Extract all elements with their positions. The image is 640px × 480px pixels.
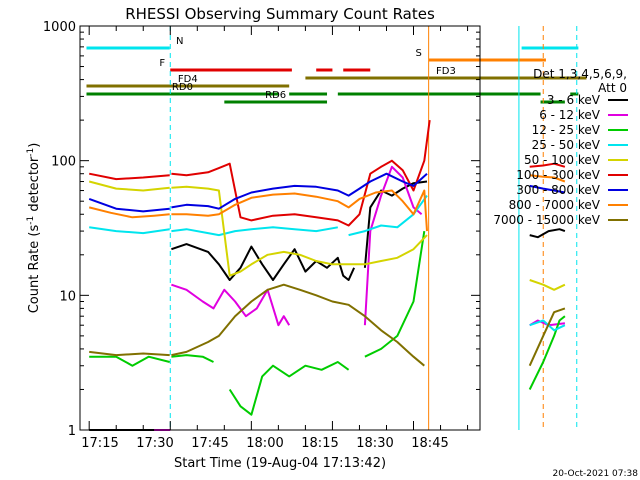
series-line-0 xyxy=(171,243,356,281)
series-line-2 xyxy=(364,230,426,358)
y-tick-label: 10 xyxy=(59,289,76,304)
series-line-5 xyxy=(89,172,170,181)
x-axis-label: Start Time (19-Aug-04 17:13:42) xyxy=(174,456,386,471)
y-tick-label: 1000 xyxy=(43,20,76,35)
y-tick-label: 100 xyxy=(51,155,76,170)
x-tick-label: 17:30 xyxy=(136,436,173,451)
series-line-3 xyxy=(348,195,428,237)
legend-label: 50 - 100 keV xyxy=(524,153,601,167)
y-label-sup1: -1 xyxy=(26,216,36,225)
series-group xyxy=(88,119,566,431)
flag-label: F xyxy=(159,58,165,69)
series-line-4 xyxy=(171,185,428,277)
series-line-7 xyxy=(88,206,170,219)
flag-label: FD4 xyxy=(178,74,198,85)
series-line-4 xyxy=(88,180,170,192)
series-line-8 xyxy=(528,307,566,367)
x-tick-label: 18:45 xyxy=(411,436,448,451)
series-line-0 xyxy=(529,228,566,239)
series-line-1 xyxy=(171,283,291,327)
flag-label: FD3 xyxy=(436,66,456,77)
footer-date: 20-Oct-2021 07:38 xyxy=(553,469,639,479)
series-line-3 xyxy=(171,226,338,237)
legend-label: 3 - 6 keV xyxy=(547,93,601,107)
flag-label: N xyxy=(176,36,183,47)
series-line-5 xyxy=(529,162,566,168)
y-label-sup2: -1 xyxy=(26,148,36,157)
series-line-2 xyxy=(89,355,170,367)
legend-label: 300 - 800 keV xyxy=(516,183,600,197)
series-line-2 xyxy=(171,354,214,363)
legend-label: 800 - 7000 keV xyxy=(509,198,601,212)
series-line-4 xyxy=(529,279,566,291)
legend-header: Det 1,3,4,5,6,9, xyxy=(533,67,627,81)
flag-label: RD0 xyxy=(172,82,193,93)
series-line-6 xyxy=(171,172,428,210)
x-axis: 17:15 17:30 17:45 18:00 18:15 18:30 18:45 xyxy=(81,26,469,451)
x-tick-label: 18:00 xyxy=(246,436,283,451)
legend-label: 100 - 300 keV xyxy=(516,168,600,182)
series-line-6 xyxy=(529,184,566,194)
series-line-7 xyxy=(529,174,566,183)
y-tick-label: 1 xyxy=(68,424,76,439)
x-tick-label: 17:15 xyxy=(81,436,118,451)
chart-title: RHESSI Observing Summary Count Rates xyxy=(125,5,435,23)
y-label-main: Count Rate (s xyxy=(27,225,42,314)
series-line-2 xyxy=(228,361,350,416)
flag-label: S xyxy=(415,48,421,59)
y-axis-label: Count Rate (s-1 detector-1) xyxy=(26,143,42,314)
series-line-2 xyxy=(528,315,566,390)
y-label-mid: detector xyxy=(27,156,42,216)
y-axis: 1 10 100 1000 xyxy=(43,20,480,439)
flag-label: RD6 xyxy=(265,90,286,101)
x-tick-label: 18:30 xyxy=(356,436,393,451)
series-line-0 xyxy=(363,180,428,268)
legend-label: 6 - 12 keV xyxy=(539,108,601,122)
legend-label: 25 - 50 keV xyxy=(532,138,601,152)
series-line-7 xyxy=(171,189,428,232)
y-label-end: ) xyxy=(27,143,42,148)
series-line-8 xyxy=(171,283,425,367)
series-line-1 xyxy=(363,165,423,326)
series-line-3 xyxy=(89,226,170,235)
x-tick-label: 18:15 xyxy=(301,436,338,451)
series-line-6 xyxy=(88,197,170,213)
x-tick-label: 17:45 xyxy=(191,436,228,451)
legend-label: 12 - 25 keV xyxy=(532,123,601,137)
legend-label: 7000 - 15000 keV xyxy=(493,213,600,227)
series-line-5 xyxy=(171,119,431,227)
plot-frame xyxy=(79,25,481,431)
series-line-8 xyxy=(89,350,170,357)
legend-attenuator: Att 0 xyxy=(598,81,627,95)
